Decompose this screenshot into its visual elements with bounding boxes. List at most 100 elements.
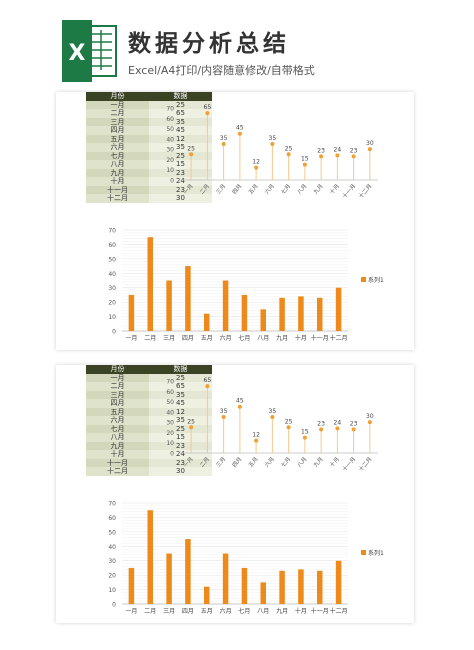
month-cell[interactable]: 七月: [86, 424, 149, 433]
data-point[interactable]: [302, 162, 307, 167]
month-cell[interactable]: 一月: [86, 100, 149, 109]
month-cell[interactable]: 八月: [86, 160, 149, 169]
bar[interactable]: [166, 553, 172, 605]
value-cell[interactable]: 23: [149, 458, 212, 467]
data-point[interactable]: [189, 152, 194, 157]
data-point[interactable]: [205, 384, 210, 389]
data-point[interactable]: [270, 415, 275, 419]
value-cell[interactable]: 25: [149, 151, 212, 160]
bar[interactable]: [241, 294, 248, 331]
value-cell[interactable]: 30: [149, 194, 212, 203]
bar[interactable]: [185, 266, 191, 331]
data-point[interactable]: [319, 427, 324, 432]
month-cell[interactable]: 十二月: [86, 467, 149, 476]
bar[interactable]: [241, 567, 248, 604]
month-cell[interactable]: 五月: [86, 407, 149, 416]
month-cell[interactable]: 一月: [86, 373, 149, 382]
bar[interactable]: [147, 510, 154, 604]
value-cell[interactable]: 35: [149, 390, 212, 399]
data-point[interactable]: [270, 142, 275, 146]
value-cell[interactable]: 25: [149, 424, 212, 433]
bar[interactable]: [298, 296, 304, 331]
data-point[interactable]: [335, 426, 340, 431]
value-cell[interactable]: 15: [149, 433, 212, 442]
month-cell[interactable]: 四月: [86, 399, 149, 408]
value-cell[interactable]: 65: [149, 382, 212, 391]
value-cell[interactable]: 45: [149, 399, 212, 408]
value-cell[interactable]: 25: [149, 100, 212, 109]
x-tick-label: 三月: [163, 335, 175, 342]
bar[interactable]: [317, 570, 323, 604]
bar[interactable]: [260, 582, 267, 604]
data-point[interactable]: [319, 154, 324, 159]
bar[interactable]: [128, 567, 135, 604]
data-point[interactable]: [189, 425, 194, 430]
value-cell[interactable]: 65: [149, 109, 212, 118]
value-cell[interactable]: 25: [149, 373, 212, 382]
bar[interactable]: [128, 294, 135, 331]
month-cell[interactable]: 十二月: [86, 194, 149, 203]
month-cell[interactable]: 三月: [86, 390, 149, 399]
bar[interactable]: [204, 586, 210, 604]
bar[interactable]: [204, 313, 210, 331]
bar[interactable]: [335, 287, 342, 331]
data-point[interactable]: [237, 131, 242, 136]
bar[interactable]: [317, 297, 323, 331]
value-cell[interactable]: 23: [149, 185, 212, 194]
month-cell[interactable]: 五月: [86, 134, 149, 143]
table-row: 九月 23: [86, 168, 212, 177]
data-point[interactable]: [335, 153, 340, 158]
value-cell[interactable]: 24: [149, 177, 212, 186]
data-point[interactable]: [237, 404, 242, 409]
month-cell[interactable]: 六月: [86, 143, 149, 152]
month-cell[interactable]: 十月: [86, 450, 149, 459]
data-point[interactable]: [221, 142, 226, 146]
month-cell[interactable]: 二月: [86, 109, 149, 118]
month-cell[interactable]: 十月: [86, 177, 149, 186]
data-point[interactable]: [367, 147, 372, 152]
month-cell[interactable]: 十一月: [86, 458, 149, 467]
value-cell[interactable]: 35: [149, 143, 212, 152]
x-tick-label: 十一月: [311, 607, 329, 615]
data-point[interactable]: [351, 427, 356, 432]
data-point[interactable]: [286, 152, 291, 157]
data-point[interactable]: [205, 111, 210, 116]
bar[interactable]: [222, 553, 229, 605]
month-cell[interactable]: 三月: [86, 117, 149, 126]
bar[interactable]: [279, 297, 285, 331]
data-point[interactable]: [351, 154, 356, 159]
data-point[interactable]: [367, 420, 372, 425]
bar[interactable]: [185, 539, 191, 604]
month-cell[interactable]: 七月: [86, 151, 149, 160]
data-point[interactable]: [254, 438, 259, 443]
value-cell[interactable]: 15: [149, 160, 212, 169]
data-point[interactable]: [286, 425, 291, 430]
month-cell[interactable]: 九月: [86, 441, 149, 450]
value-cell[interactable]: 23: [149, 441, 212, 450]
bar[interactable]: [222, 280, 229, 332]
value-cell[interactable]: 35: [149, 416, 212, 425]
month-cell[interactable]: 八月: [86, 433, 149, 442]
bar[interactable]: [335, 560, 342, 604]
month-cell[interactable]: 四月: [86, 126, 149, 135]
value-cell[interactable]: 24: [149, 450, 212, 459]
value-cell[interactable]: 30: [149, 467, 212, 476]
data-point[interactable]: [221, 415, 226, 419]
month-cell[interactable]: 二月: [86, 382, 149, 391]
data-point[interactable]: [302, 435, 307, 440]
month-cell[interactable]: 九月: [86, 168, 149, 177]
bar[interactable]: [298, 569, 304, 604]
value-cell[interactable]: 12: [149, 134, 212, 143]
data-point[interactable]: [254, 165, 259, 170]
month-cell[interactable]: 六月: [86, 416, 149, 425]
bar[interactable]: [279, 570, 285, 604]
value-cell[interactable]: 12: [149, 407, 212, 416]
bar[interactable]: [147, 237, 154, 331]
bar[interactable]: [166, 280, 172, 332]
bar[interactable]: [260, 309, 267, 331]
month-cell[interactable]: 十一月: [86, 185, 149, 194]
value-cell[interactable]: 45: [149, 126, 212, 135]
value-cell[interactable]: 23: [149, 168, 212, 177]
value-cell[interactable]: 35: [149, 117, 212, 126]
table-row: 七月 25: [86, 151, 212, 160]
